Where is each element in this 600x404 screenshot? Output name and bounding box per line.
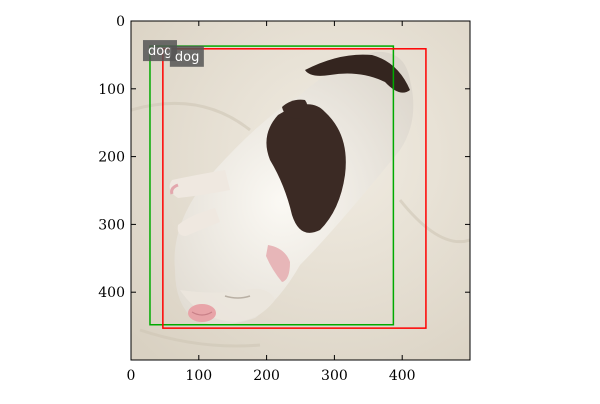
x-tick-label: 200: [253, 368, 280, 384]
front-paw: [169, 170, 230, 198]
box-label-bg-1: [142, 40, 177, 62]
y-tick-label: 300: [98, 217, 125, 233]
photo: [131, 21, 470, 360]
y-tick-label: 100: [98, 82, 125, 98]
y-tick-label: 400: [98, 285, 125, 301]
bounding-box-2: [162, 48, 427, 329]
x-tick-label: 400: [389, 368, 416, 384]
dark-patch-body: [266, 104, 346, 233]
axis-ticks: 0 100 200 300 400 0 100 200 300 400: [98, 14, 470, 384]
box-label-1: dog: [148, 44, 172, 59]
x-tick-label: 0: [127, 368, 136, 384]
closed-eye: [224, 295, 251, 299]
puppy: [169, 51, 414, 325]
box-label-2: dog: [175, 50, 199, 65]
bounding-boxes: dog dog: [142, 40, 427, 329]
axes-frame: [130, 20, 471, 361]
nose: [188, 304, 216, 322]
x-tick-label: 300: [321, 368, 348, 384]
y-tick-label: 0: [116, 14, 125, 30]
x-tick-label: 100: [185, 368, 212, 384]
y-tick-label: 200: [98, 150, 125, 166]
box-label-bg-2: [169, 45, 204, 67]
ear: [266, 245, 290, 282]
front-paw-2: [177, 208, 220, 236]
bounding-box-1: [149, 45, 395, 326]
dark-patch-rear: [305, 54, 410, 93]
